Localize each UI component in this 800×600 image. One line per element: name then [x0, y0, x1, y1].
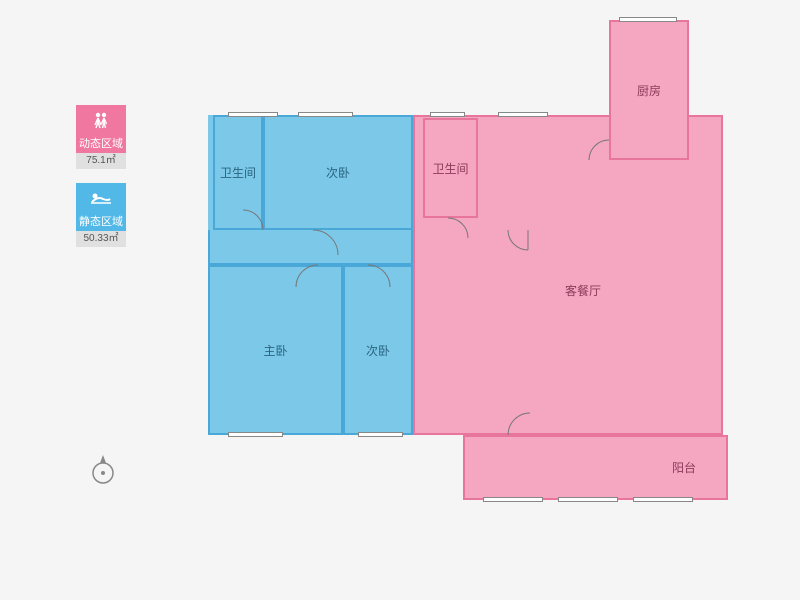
window — [498, 112, 548, 117]
room-bath-blue: 卫生间 — [213, 115, 263, 230]
room-bath-pink: 卫生间 — [423, 118, 478, 218]
room-balcony-label: 阳台 — [672, 459, 696, 476]
legend-static-value: 50.33㎡ — [76, 231, 126, 247]
legend-dynamic-value: 75.1㎡ — [76, 153, 126, 169]
room-corridor — [208, 230, 413, 265]
window — [298, 112, 353, 117]
window — [633, 497, 693, 502]
room-kitchen-label: 厨房 — [637, 82, 661, 99]
room-bed2b-label: 次卧 — [366, 342, 390, 359]
window — [558, 497, 618, 502]
room-bath-pink-label: 卫生间 — [432, 160, 468, 177]
legend: 动态区域 75.1㎡ 静态区域 50.33㎡ — [76, 105, 126, 261]
legend-static: 静态区域 50.33㎡ — [76, 183, 126, 247]
rest-icon — [76, 183, 126, 213]
room-bed2a-label: 次卧 — [326, 164, 350, 181]
window — [228, 432, 283, 437]
legend-dynamic-label: 动态区域 — [76, 135, 126, 153]
window — [483, 497, 543, 502]
window — [430, 112, 465, 117]
window — [228, 112, 278, 117]
room-master: 主卧 — [208, 265, 343, 435]
room-balcony: 阳台 — [463, 435, 728, 500]
window — [619, 17, 677, 22]
window — [358, 432, 403, 437]
room-kitchen: 厨房 — [609, 20, 689, 160]
legend-static-label: 静态区域 — [76, 213, 126, 231]
legend-dynamic: 动态区域 75.1㎡ — [76, 105, 126, 169]
room-master-label: 主卧 — [263, 342, 287, 359]
room-bed2b: 次卧 — [343, 265, 413, 435]
room-bath-blue-label: 卫生间 — [220, 164, 256, 181]
people-icon — [76, 105, 126, 135]
compass-icon — [88, 455, 118, 485]
room-living-label: 客餐厅 — [565, 282, 601, 299]
room-bed2a: 次卧 — [263, 115, 413, 230]
